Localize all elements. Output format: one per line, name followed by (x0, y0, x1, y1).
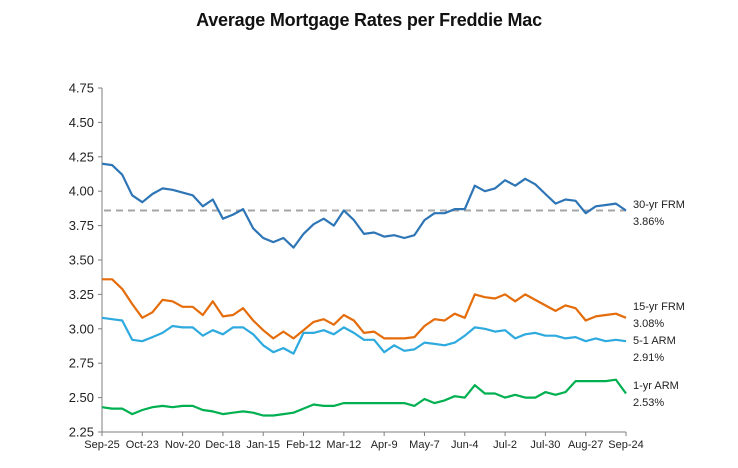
x-tick-label: Jun-4 (451, 439, 479, 451)
x-tick-label: Feb-12 (286, 439, 321, 451)
series-line-15-yr-frm (102, 278, 627, 340)
y-tick-label: 4.75 (69, 81, 94, 96)
x-tick-label: Aug-27 (568, 439, 603, 451)
x-tick-label: Mar-12 (326, 439, 361, 451)
x-tick-label: Oct-23 (126, 439, 159, 451)
x-tick-label: Apr-9 (371, 439, 398, 451)
series-line-5-1-arm (101, 316, 627, 355)
x-tick-label: Dec-18 (205, 439, 240, 451)
x-tick-label: Nov-20 (165, 439, 200, 451)
y-tick-label: 4.25 (69, 149, 94, 164)
series-line-30-yr-frm (101, 162, 627, 249)
series-label-value: 3.08% (633, 318, 664, 330)
y-tick-label: 4.50 (69, 115, 94, 130)
series-line-1-yr-arm (101, 378, 627, 417)
series-label-name: 30-yr FRM (633, 199, 685, 211)
x-tick-label: Jul-30 (530, 439, 560, 451)
x-tick-label: Jan-15 (246, 439, 280, 451)
y-tick-label: 4.00 (69, 184, 94, 199)
x-tick-label: Jul-2 (493, 439, 517, 451)
x-tick-label: May-7 (409, 439, 440, 451)
x-tick-label: Sep-24 (608, 439, 643, 451)
y-tick-label: 2.25 (69, 425, 94, 440)
y-tick-label: 2.50 (69, 390, 94, 405)
series-label-name: 15-yr FRM (633, 301, 685, 313)
x-tick-label: Sep-25 (84, 439, 119, 451)
chart-title: Average Mortgage Rates per Freddie Mac (196, 10, 542, 30)
y-tick-label: 3.25 (69, 287, 94, 302)
series-label-value: 2.91% (633, 352, 664, 364)
y-tick-label: 3.75 (69, 218, 94, 233)
series-label-name: 5-1 ARM (633, 335, 676, 347)
series-label-value: 2.53% (633, 397, 664, 409)
y-tick-label: 3.00 (69, 321, 94, 336)
series-label-name: 1-yr ARM (633, 380, 679, 392)
y-tick-label: 2.75 (69, 356, 94, 371)
y-tick-label: 3.50 (69, 253, 94, 268)
series-label-value: 3.86% (633, 216, 664, 228)
